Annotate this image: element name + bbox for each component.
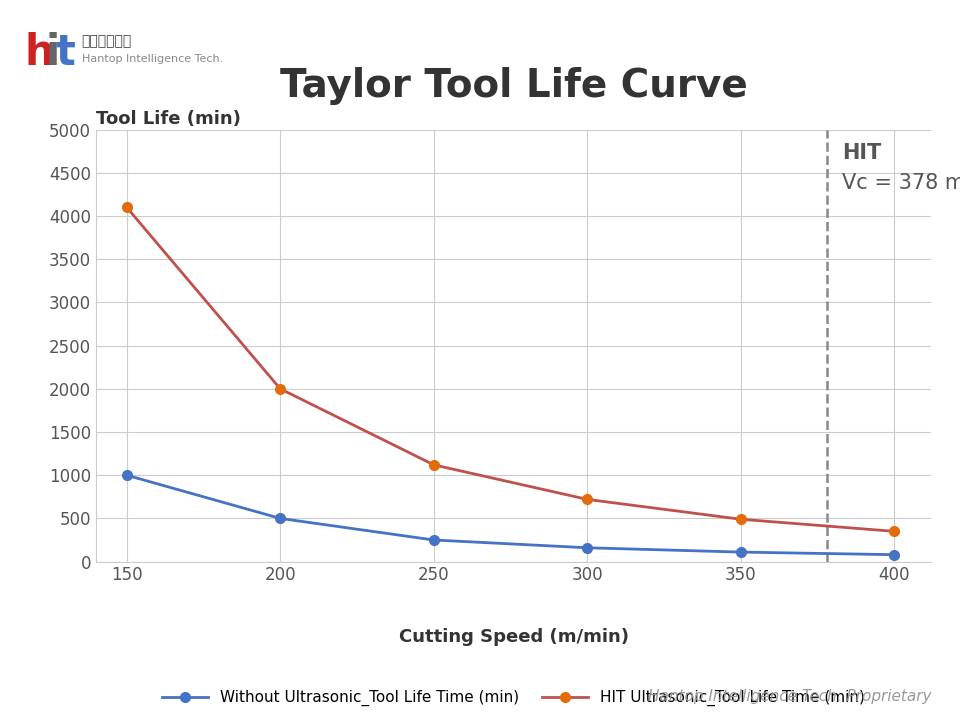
- Text: t: t: [56, 32, 76, 74]
- HIT Ultrasonic_Tool Life Time (min): [735, 515, 747, 523]
- HIT Ultrasonic_Tool Life Time (min): [121, 203, 132, 212]
- Text: Vc = 378 m/min: Vc = 378 m/min: [842, 173, 960, 193]
- Text: Taylor Tool Life Curve: Taylor Tool Life Curve: [279, 68, 748, 105]
- Line: Without Ultrasonic_Tool Life Time (min): Without Ultrasonic_Tool Life Time (min): [122, 470, 900, 559]
- Without Ultrasonic_Tool Life Time (min): [735, 548, 747, 557]
- Without Ultrasonic_Tool Life Time (min): [275, 514, 286, 523]
- Text: 漢鼎智慧科技: 漢鼎智慧科技: [82, 35, 132, 48]
- Text: Hantop Intelligence Tech.: Hantop Intelligence Tech.: [82, 54, 223, 64]
- Text: Tool Life (min): Tool Life (min): [96, 110, 241, 128]
- Text: Hantop Intelligence Tech. Proprietary: Hantop Intelligence Tech. Proprietary: [648, 689, 931, 704]
- Text: Cutting Speed (m/min): Cutting Speed (m/min): [398, 628, 629, 647]
- HIT Ultrasonic_Tool Life Time (min): [889, 527, 900, 536]
- HIT Ultrasonic_Tool Life Time (min): [275, 384, 286, 393]
- Without Ultrasonic_Tool Life Time (min): [428, 536, 440, 544]
- HIT Ultrasonic_Tool Life Time (min): [428, 461, 440, 469]
- Text: HIT: HIT: [842, 143, 881, 163]
- Line: HIT Ultrasonic_Tool Life Time (min): HIT Ultrasonic_Tool Life Time (min): [122, 202, 900, 536]
- HIT Ultrasonic_Tool Life Time (min): [582, 495, 593, 504]
- Without Ultrasonic_Tool Life Time (min): [121, 471, 132, 480]
- Text: h: h: [24, 32, 54, 74]
- Legend: Without Ultrasonic_Tool Life Time (min), HIT Ultrasonic_Tool Life Time (min): Without Ultrasonic_Tool Life Time (min),…: [162, 690, 865, 706]
- Text: i: i: [45, 32, 60, 74]
- Without Ultrasonic_Tool Life Time (min): [889, 550, 900, 559]
- Without Ultrasonic_Tool Life Time (min): [582, 544, 593, 552]
